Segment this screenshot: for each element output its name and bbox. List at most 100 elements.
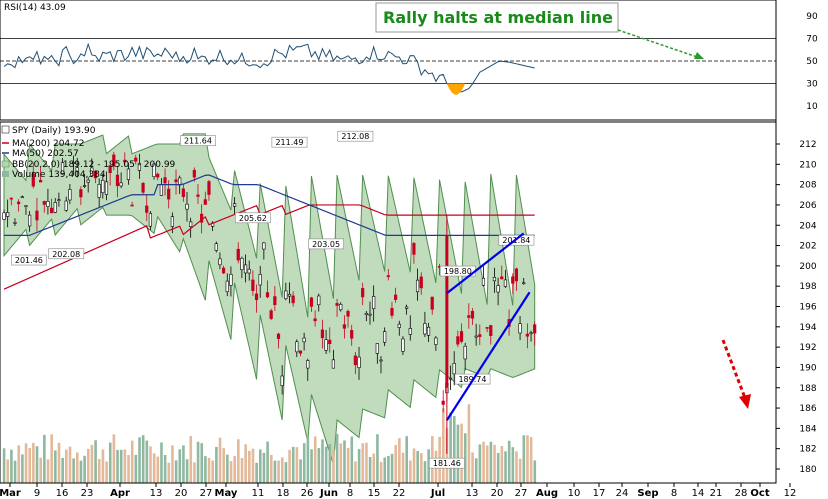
candle-body	[269, 310, 273, 319]
x-month-label: May	[215, 488, 238, 499]
candle-body	[529, 332, 533, 335]
volume-bar	[262, 452, 266, 483]
candle-body	[68, 189, 72, 201]
volume-bar	[526, 435, 529, 483]
candle-body	[467, 315, 471, 318]
candle-body	[123, 159, 127, 163]
candle-body	[174, 179, 178, 183]
volume-bar	[321, 439, 324, 483]
volume-bar	[533, 460, 537, 483]
price-tick-label: 182	[799, 445, 816, 455]
candle-body	[430, 296, 434, 310]
volume-bar	[420, 453, 423, 483]
volume-bar	[383, 457, 387, 483]
volume-bar	[61, 457, 64, 483]
price-label-box	[180, 135, 216, 146]
candle-body	[298, 350, 303, 354]
candle-body	[372, 296, 376, 310]
price-label-box	[337, 130, 374, 142]
volume-bar	[94, 440, 97, 483]
volume-bar	[471, 452, 474, 483]
volume-bars	[2, 404, 537, 483]
candle-body	[101, 180, 105, 194]
legend-ma50: MA(50) 202.57	[12, 149, 79, 159]
candle-body	[485, 327, 489, 329]
candle-body	[17, 201, 21, 205]
volume-bar	[515, 451, 518, 483]
candle-body	[49, 207, 54, 214]
x-day-label: 8	[347, 488, 353, 499]
volume-bar	[141, 435, 145, 483]
candle-body	[229, 274, 233, 286]
x-month-label: Jul	[430, 488, 445, 499]
volume-bar	[218, 437, 222, 483]
volume-bar	[10, 449, 13, 483]
candle-body	[302, 337, 306, 343]
volume-bar	[467, 404, 471, 483]
candle-body	[145, 205, 149, 213]
volume-bar	[116, 449, 119, 483]
volume-bar	[39, 457, 42, 483]
price-tick-label: 212	[799, 140, 816, 150]
volume-bar	[255, 462, 258, 483]
candle-body	[456, 336, 460, 345]
candle-body	[137, 163, 142, 171]
volume-bar	[317, 448, 321, 483]
volume-bar	[171, 445, 174, 483]
candle-body	[86, 179, 90, 183]
candle-body	[185, 203, 189, 210]
price-tick-label: 198	[799, 282, 816, 292]
volume-bar	[54, 450, 57, 483]
price-label: 201.84	[502, 236, 530, 245]
volume-bar	[152, 453, 156, 483]
volume-bar	[248, 450, 251, 483]
volume-bar	[211, 460, 215, 483]
candle-body	[225, 280, 229, 293]
volume-bar	[167, 462, 171, 483]
ma50-line	[4, 174, 535, 237]
moving-averages	[3, 174, 535, 290]
candle-body	[273, 296, 277, 305]
price-tick-label: 186	[799, 404, 816, 414]
volume-bar	[427, 449, 430, 483]
candle-body	[306, 360, 310, 369]
candle-body	[368, 313, 372, 316]
volume-bar	[259, 449, 262, 483]
volume-bar	[68, 446, 72, 483]
volume-bar	[163, 454, 167, 483]
volume-bar	[156, 456, 160, 483]
candle-body	[518, 323, 522, 334]
candle-body	[60, 162, 65, 174]
candle-body	[218, 258, 222, 266]
x-day-label: 15	[368, 488, 381, 499]
volume-bar	[518, 458, 522, 483]
volume-bar	[299, 459, 302, 483]
x-day-label: 8	[671, 488, 677, 499]
x-day-label: 18	[277, 488, 290, 499]
candle-body	[167, 188, 171, 200]
x-day-label: 27	[200, 488, 213, 499]
volume-bar	[17, 445, 21, 483]
price-tick-label: 180	[799, 465, 816, 475]
candle-body	[119, 182, 123, 187]
candle-body	[331, 359, 336, 369]
volume-bar	[21, 454, 24, 483]
candle-body	[156, 173, 160, 178]
candle-body	[364, 312, 368, 316]
volume-bar	[108, 442, 112, 483]
price-tick-label: 204	[799, 221, 816, 231]
candle-body	[452, 363, 456, 375]
candle-body	[148, 213, 153, 227]
volume-bar	[189, 436, 193, 483]
volume-bar	[204, 456, 207, 483]
volume-bar	[507, 440, 511, 483]
volume-bar	[160, 442, 163, 483]
volume-bar	[149, 446, 152, 483]
price-tick-label: 208	[799, 181, 816, 191]
x-day-label: 16	[56, 488, 69, 499]
rsi-oversold-fill	[446, 83, 466, 95]
candle-body	[291, 295, 295, 304]
volume-bar	[127, 455, 130, 483]
price-label: 201.46	[15, 256, 43, 265]
